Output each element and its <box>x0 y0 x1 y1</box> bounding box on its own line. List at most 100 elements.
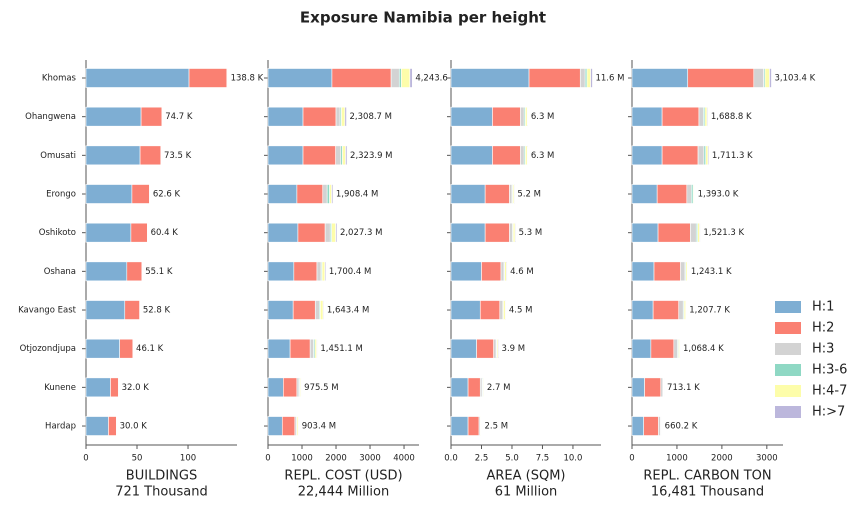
total-label: 11.6 M <box>595 74 624 84</box>
bar-segment <box>631 106 663 127</box>
x-tick-label: 2000 <box>711 454 733 464</box>
bar-segment <box>85 261 128 282</box>
bar-segment <box>267 106 304 127</box>
total-label: 52.8 K <box>143 306 171 316</box>
y-tick-label: Oshana <box>44 267 76 277</box>
total-label: 975.5 M <box>304 383 338 393</box>
x-axis-label: REPL. COST (USD) <box>284 469 402 484</box>
x-tick-label: 5.0 <box>505 454 519 464</box>
bar-segment <box>631 300 654 320</box>
bar-segment <box>267 68 333 88</box>
y-tick-label: Erongo <box>46 190 76 200</box>
bar-segment <box>326 184 330 204</box>
x-tick-label: 3000 <box>359 454 381 464</box>
bar-segment <box>769 68 772 88</box>
bar-segment <box>653 261 681 282</box>
bar-segment <box>526 145 529 166</box>
bar-segment <box>267 261 295 282</box>
bar-segment <box>450 106 493 127</box>
x-tick-label: 4000 <box>393 454 415 464</box>
bar-segment <box>335 106 341 127</box>
total-label: 6.3 M <box>531 151 555 161</box>
total-label: 1,521.3 K <box>703 228 744 238</box>
bar-segment <box>300 377 302 398</box>
bar-segment <box>631 261 655 282</box>
bar-segment <box>139 145 162 166</box>
x-tick-label: 50 <box>132 454 143 464</box>
bar-segment <box>586 68 591 88</box>
bar-segment <box>314 300 320 320</box>
bar-segment <box>335 145 342 166</box>
total-label: 32.0 K <box>122 383 150 393</box>
bar-segment <box>341 106 346 127</box>
legend-label: H:4-7 <box>812 384 847 399</box>
x-tick-label: 3000 <box>756 454 778 464</box>
bar-segment <box>289 338 311 359</box>
bar-segment <box>590 68 593 88</box>
bar-segment <box>331 184 334 204</box>
x-axis-total: 721 Thousand <box>115 485 208 500</box>
bar-segment <box>631 184 658 204</box>
x-tick-label: 2000 <box>325 454 347 464</box>
total-label: 5.2 M <box>517 190 541 200</box>
bar-segment <box>484 222 510 243</box>
bar-segment <box>283 377 298 398</box>
bar-segment <box>513 184 515 204</box>
bar-segment <box>296 377 300 398</box>
bar-segment <box>296 184 324 204</box>
bar-segment <box>650 338 675 359</box>
total-label: 1,688.8 K <box>711 112 752 122</box>
bar-segment <box>693 184 695 204</box>
legend-label: H:3-6 <box>812 363 847 378</box>
bar-segment <box>631 338 652 359</box>
x-axis-total: 22,444 Million <box>298 485 389 500</box>
total-label: 2,308.7 M <box>350 112 392 122</box>
x-tick-label: 10.0 <box>563 454 582 464</box>
bar-segment <box>297 222 326 243</box>
bar-segment <box>188 68 228 88</box>
bar-segment <box>342 145 346 166</box>
bar-segment <box>85 145 141 166</box>
legend-swatch <box>775 385 801 397</box>
bar-segment <box>704 106 708 127</box>
bar-segment <box>85 222 132 243</box>
y-tick-label: Kunene <box>44 383 76 393</box>
total-label: 1,207.7 K <box>689 306 730 316</box>
bar-segment <box>499 300 504 320</box>
bar-segment <box>652 300 680 320</box>
bar-segment <box>706 106 709 127</box>
bar-segment <box>705 145 709 166</box>
bar-segment <box>484 184 510 204</box>
legend-swatch <box>775 301 801 313</box>
x-tick-label: 7.5 <box>536 454 550 464</box>
x-axis-label: REPL. CARBON TON <box>643 469 771 484</box>
bar-segment <box>753 68 764 88</box>
bar-segment <box>267 377 284 398</box>
total-label: 2.7 M <box>487 383 511 393</box>
y-tick-label: Kavango East <box>18 306 77 316</box>
bar-segment <box>85 377 111 398</box>
bar-segment <box>344 106 347 127</box>
total-label: 1,393.0 K <box>698 190 739 200</box>
bar-segment <box>631 145 663 166</box>
figure-title: Exposure Namibia per height <box>300 9 546 27</box>
total-label: 55.1 K <box>145 267 173 277</box>
bar-segment <box>398 68 402 88</box>
bar-segment <box>450 145 493 166</box>
bar-segment <box>331 222 336 243</box>
x-tick-label: 0 <box>629 454 634 464</box>
total-label: 2,323.9 M <box>350 151 392 161</box>
bar-segment <box>673 338 678 359</box>
x-tick-label: 100 <box>180 454 196 464</box>
total-label: 1,643.4 M <box>327 306 369 316</box>
bar-segment <box>680 261 686 282</box>
x-axis-total: 61 Million <box>495 485 558 500</box>
bar-segment <box>520 106 525 127</box>
bar-segment <box>450 416 469 436</box>
bar-segment <box>450 377 469 398</box>
total-label: 903.4 M <box>302 422 336 432</box>
bar-segment <box>450 184 486 204</box>
total-label: 1,711.3 K <box>712 151 753 161</box>
total-label: 138.8 K <box>231 74 264 84</box>
legend-label: H:3 <box>812 342 834 357</box>
